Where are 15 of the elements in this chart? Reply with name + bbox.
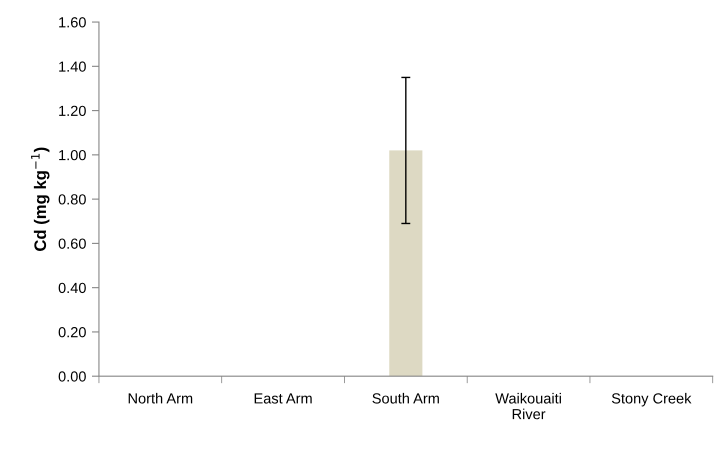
y-tick-label: 1.00 [59, 150, 86, 160]
y-tick-label: 0.60 [58, 238, 86, 249]
x-tick-label: North Arm [128, 392, 192, 404]
x-tick-label: South Arm [372, 392, 439, 404]
y-tick-label: 1.60 [59, 17, 86, 28]
y-tick-label: 0.20 [58, 327, 86, 338]
y-axis-title: Cd (mg kg$^{−1}$) [31, 148, 50, 251]
x-tick-label: Waikouaiti River [495, 392, 561, 420]
x-tick-label: Stony Creek [612, 392, 692, 406]
y-tick-label: 0.80 [58, 194, 86, 205]
y-tick-label: 1.40 [59, 61, 86, 72]
y-tick-label: 1.20 [59, 106, 86, 116]
y-tick-label: 0.00 [58, 371, 86, 382]
y-tick-label: 0.40 [58, 282, 86, 294]
x-tick-label: East Arm [254, 393, 312, 404]
